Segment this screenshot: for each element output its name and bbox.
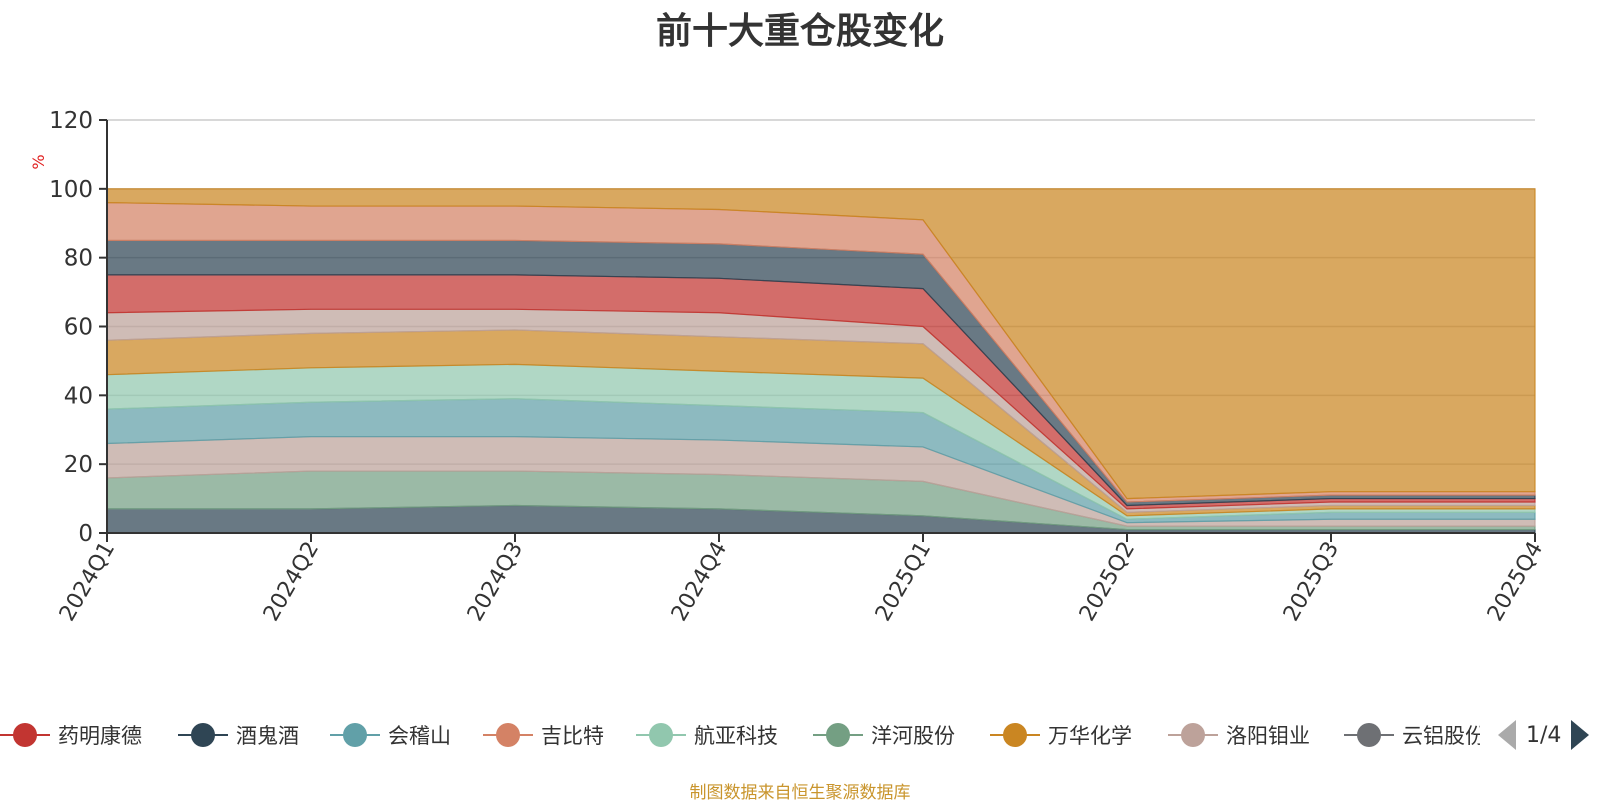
x-tick-label-6: 2025Q3 xyxy=(1279,538,1344,626)
chart-title: 前十大重仓股变化 xyxy=(655,11,944,52)
legend-label: 云铝股份 xyxy=(1402,724,1480,748)
legend-page-indicator: 1/4 xyxy=(1526,722,1562,748)
x-tick-label-7: 2025Q4 xyxy=(1483,538,1548,626)
y-tick-label-80: 80 xyxy=(64,246,93,272)
legend-label: 洛阳钼业 xyxy=(1226,724,1310,748)
legend-item-1[interactable]: 酒鬼酒 xyxy=(178,715,299,755)
legend: 药明康德 酒鬼酒 会稽山 吉比特 航亚科技 洋河股份 万华化学 洛阳钼业 云铝股份 xyxy=(0,715,1480,755)
legend-item-8[interactable]: 云铝股份 xyxy=(1344,715,1480,755)
legend-marker-icon xyxy=(990,720,1040,750)
legend-item-2[interactable]: 会稽山 xyxy=(330,715,451,755)
y-axis-unit-label: % xyxy=(29,154,48,169)
legend-label: 药明康德 xyxy=(58,724,142,748)
legend-item-4[interactable]: 航亚科技 xyxy=(636,715,778,755)
legend-next-page-icon[interactable] xyxy=(1571,720,1590,750)
legend-item-6[interactable]: 万华化学 xyxy=(990,715,1132,755)
legend-marker-icon xyxy=(178,720,228,750)
y-tick-label-20: 20 xyxy=(64,452,93,478)
area-series-10 xyxy=(106,188,1536,500)
y-tick-label-120: 120 xyxy=(49,108,93,134)
legend-pager: 1/4 xyxy=(1498,718,1590,752)
legend-label: 航亚科技 xyxy=(694,724,778,748)
x-tick-label-3: 2024Q4 xyxy=(667,538,732,626)
legend-item-3[interactable]: 吉比特 xyxy=(483,715,604,755)
x-tick-label-2: 2024Q3 xyxy=(463,538,528,626)
legend-marker-icon xyxy=(0,720,50,750)
legend-marker-icon xyxy=(813,720,863,750)
x-tick-label-1: 2024Q2 xyxy=(259,538,324,626)
legend-item-5[interactable]: 洋河股份 xyxy=(813,715,955,755)
area-series xyxy=(106,188,1536,534)
legend-marker-icon xyxy=(1344,720,1394,750)
x-tick-label-0: 2024Q1 xyxy=(55,538,120,626)
legend-marker-icon xyxy=(330,720,380,750)
legend-marker-icon xyxy=(483,720,533,750)
legend-item-0[interactable]: 药明康德 xyxy=(0,715,142,755)
x-tick-label-4: 2025Q1 xyxy=(871,538,936,626)
legend-label: 酒鬼酒 xyxy=(236,724,299,748)
x-tick-label-5: 2025Q2 xyxy=(1075,538,1140,626)
y-tick-label-100: 100 xyxy=(49,177,93,203)
legend-label: 洋河股份 xyxy=(871,724,955,748)
legend-marker-icon xyxy=(636,720,686,750)
y-tick-label-60: 60 xyxy=(64,315,93,341)
legend-label: 万华化学 xyxy=(1048,724,1132,748)
legend-marker-icon xyxy=(1168,720,1218,750)
legend-item-7[interactable]: 洛阳钼业 xyxy=(1168,715,1310,755)
legend-prev-page-icon[interactable] xyxy=(1498,720,1516,750)
y-tick-label-40: 40 xyxy=(64,383,93,409)
legend-label: 吉比特 xyxy=(541,724,604,748)
source-note: 制图数据来自恒生聚源数据库 xyxy=(689,783,911,803)
stacked-area-chart: 0 20 40 60 80 100 120 2024Q1 2024Q2 2024Q3 2024Q4 2… xyxy=(29,108,1548,626)
y-tick-label-0: 0 xyxy=(78,521,93,547)
legend-label: 会稽山 xyxy=(388,724,451,748)
